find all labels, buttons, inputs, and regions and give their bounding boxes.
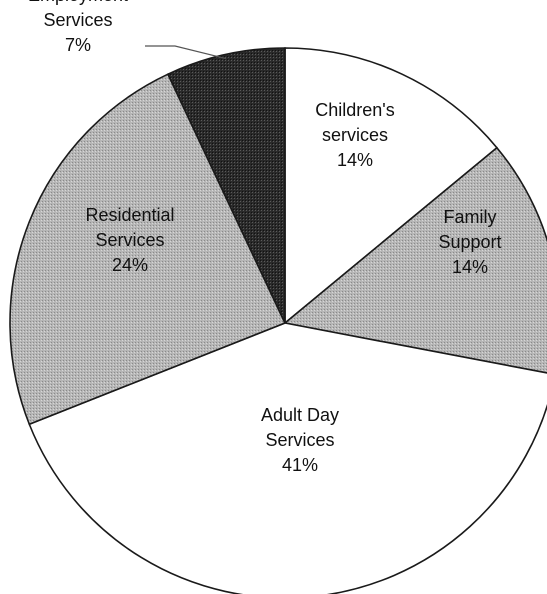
callout-line <box>145 45 227 60</box>
slice-category-label: Services <box>43 10 112 30</box>
slices-layer <box>9 47 547 594</box>
slice-label-group: Employment Services 7% <box>28 0 128 55</box>
slice-value-label: 24% <box>112 255 148 275</box>
slice-category-label: Children's <box>315 100 394 120</box>
pie-slice-adult-day-services <box>28 322 547 594</box>
slice-value-label: 41% <box>282 455 318 475</box>
slice-value-label: 7% <box>65 35 91 55</box>
slice-category-label: Services <box>95 230 164 250</box>
pie-slice-children-s-services <box>284 47 499 325</box>
labels-layer: Children's services 14% Family Support 14% Adu… <box>28 0 502 475</box>
slice-label-group: Adult Day Services 41% <box>261 405 339 475</box>
slice-category-label: Residential <box>85 205 174 225</box>
pie-slice-employment-services <box>166 47 286 324</box>
slice-value-label: 14% <box>337 150 373 170</box>
slice-category-label: Support <box>438 232 501 252</box>
slice-label-group: Children's services 14% <box>315 100 394 170</box>
pie-slice-residential-services <box>9 73 287 426</box>
slice-value-label: 14% <box>452 257 488 277</box>
slice-label-group: Residential Services 24% <box>85 205 174 275</box>
pie-slice-family-support <box>283 146 547 374</box>
slice-label-group: Family Support 14% <box>438 207 501 277</box>
slice-category-label: Services <box>265 430 334 450</box>
slice-category-label: services <box>322 125 388 145</box>
slice-category-label: Family <box>444 207 497 227</box>
slice-category-label: Adult Day <box>261 405 339 425</box>
slice-category-label: Employment <box>28 0 128 5</box>
